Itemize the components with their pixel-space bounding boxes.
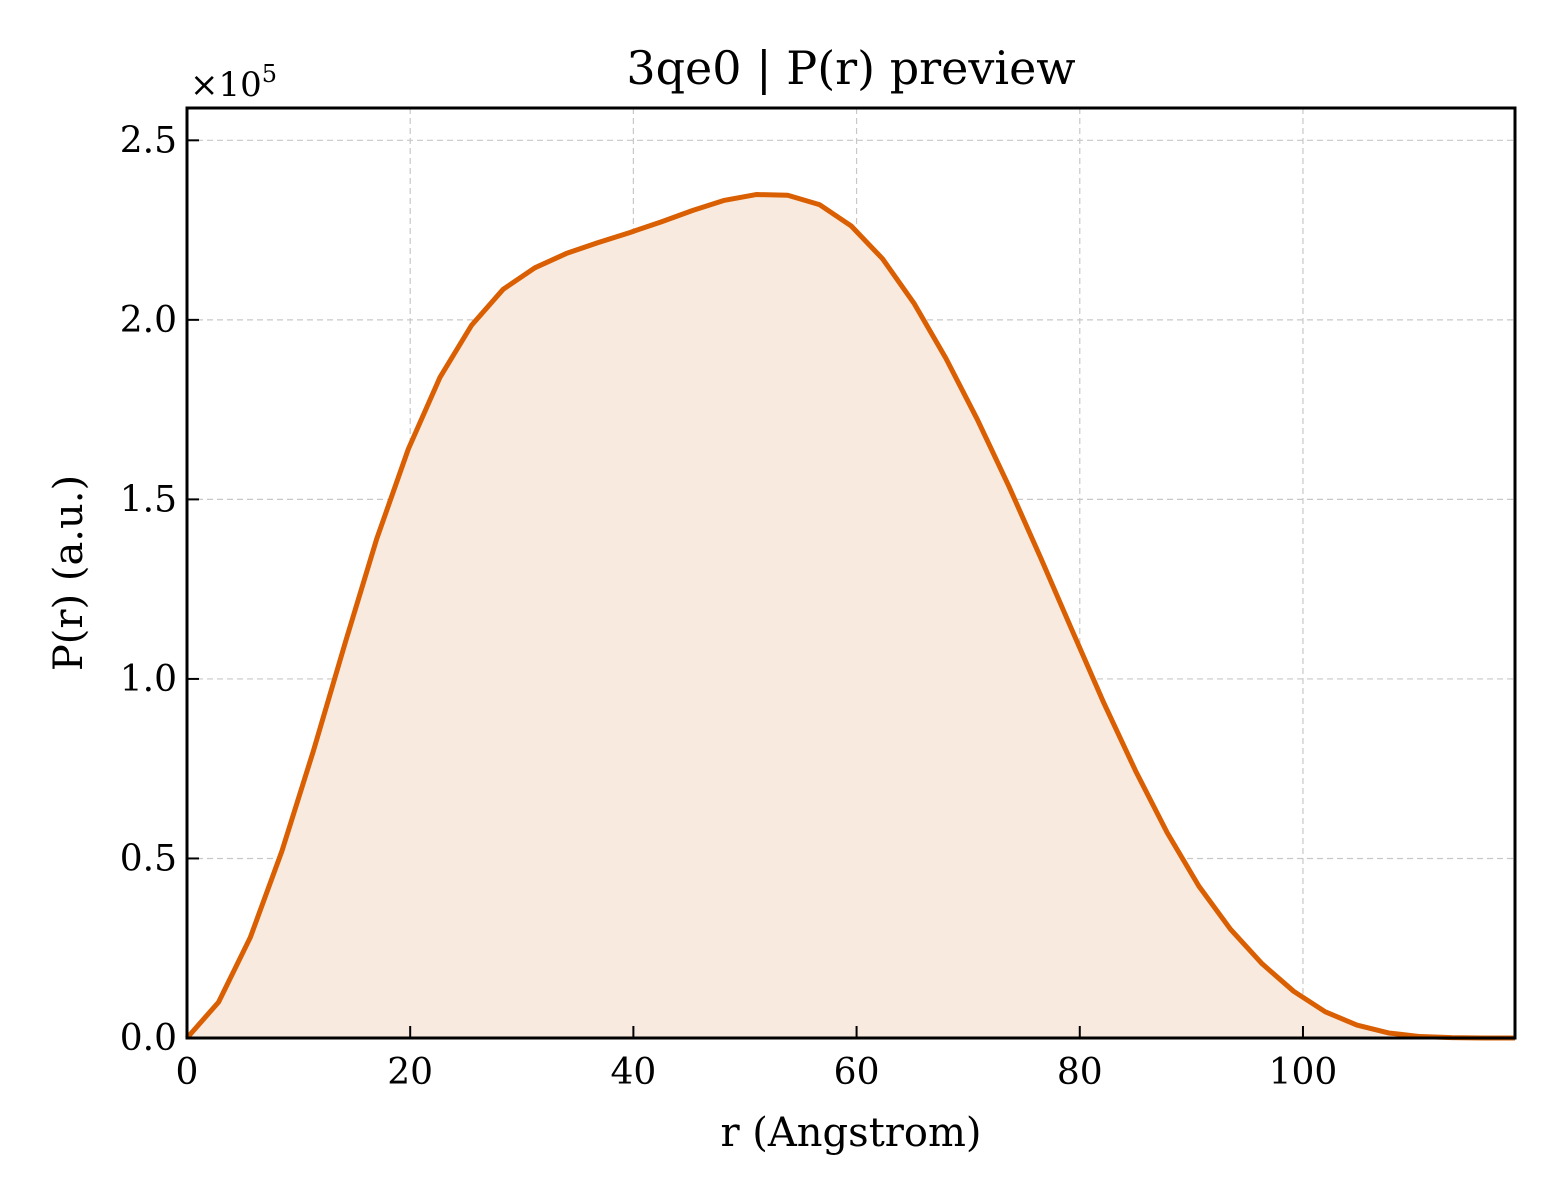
x-tick-label: 0 (176, 1052, 199, 1093)
x-tick-label: 20 (387, 1052, 433, 1093)
y-tick-label: 2.0 (120, 300, 177, 341)
y-tick-label: 0.0 (120, 1018, 177, 1059)
y-tick-label: 1.5 (120, 479, 177, 520)
x-tick-label: 40 (610, 1052, 656, 1093)
axis-ticks: 0 20 40 60 80 100 0.0 0.5 1.0 1.5 2.0 2.5 (120, 120, 1338, 1093)
plot-frame (185, 106, 1517, 1040)
chart-title: 3qe0 | P(r) preview (626, 41, 1075, 95)
area-fill (187, 194, 1515, 1039)
y-tick-label: 0.5 (120, 838, 177, 879)
data-line (185, 192, 1515, 1041)
y-tick-label: 2.5 (120, 120, 177, 161)
y-axis-label: P(r) (a.u.) (46, 475, 92, 671)
y-tick-label: 1.0 (120, 659, 177, 700)
x-axis-label: r (Angstrom) (720, 1110, 981, 1156)
x-tick-label: 60 (834, 1052, 880, 1093)
y-axis-multiplier: ×105 (190, 60, 277, 105)
y-multiplier-base: ×10 (190, 65, 262, 105)
y-multiplier-exponent: 5 (262, 60, 277, 88)
x-tick-label: 80 (1057, 1052, 1103, 1093)
series-layer (185, 192, 1515, 1041)
x-tick-label: 100 (1269, 1052, 1338, 1093)
